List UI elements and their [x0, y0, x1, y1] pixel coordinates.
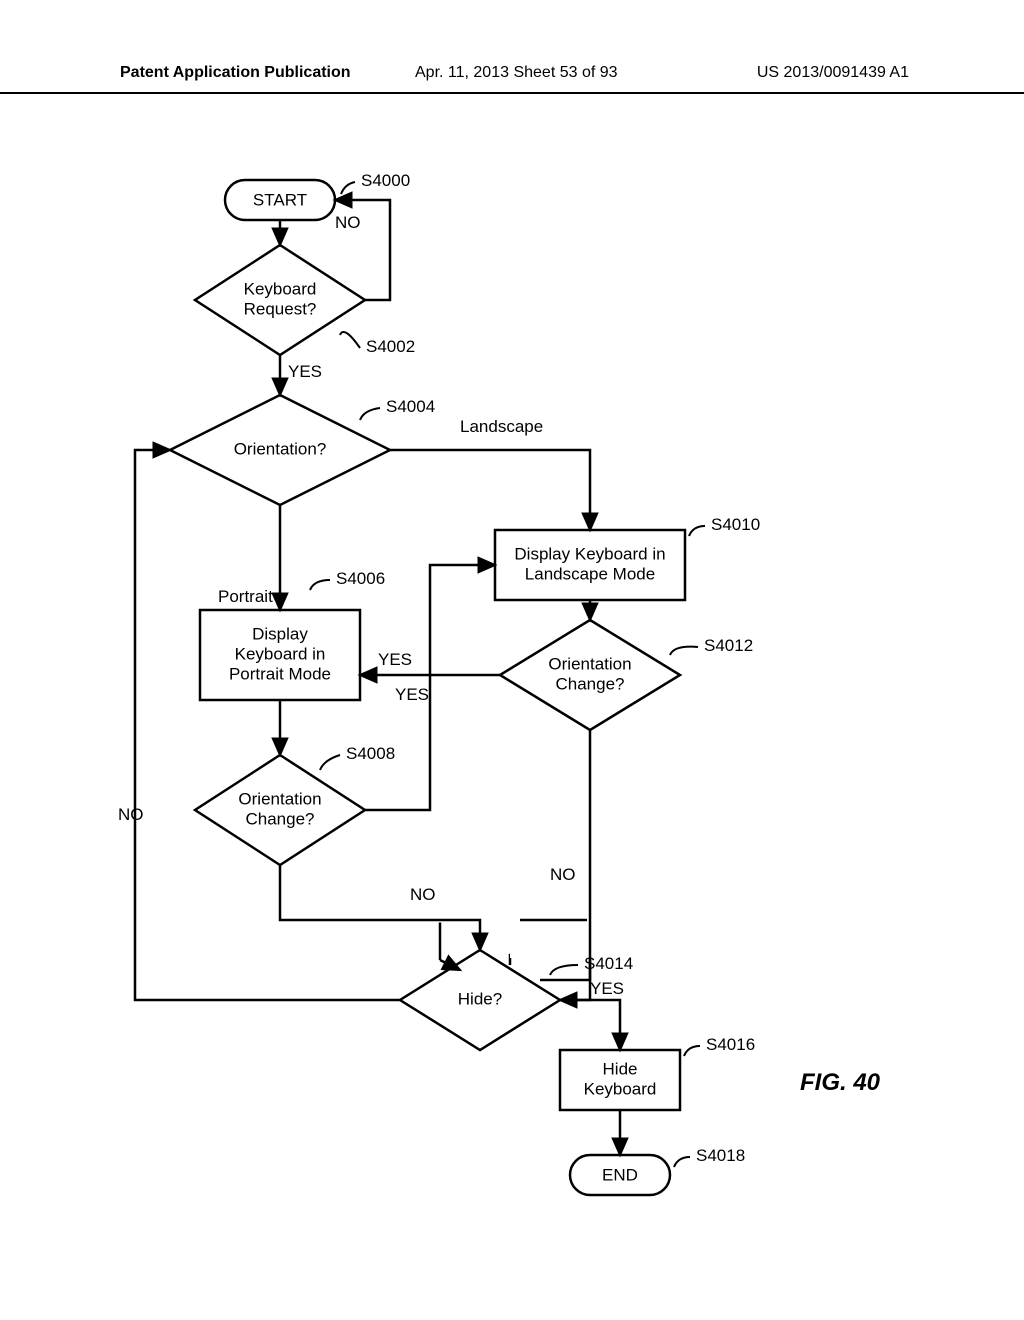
svg-text:Display: Display: [252, 624, 308, 643]
svg-text:Hide?: Hide?: [458, 989, 502, 1008]
svg-text:YES: YES: [395, 685, 429, 704]
svg-text:Landscape: Landscape: [460, 417, 543, 436]
svg-text:NO: NO: [118, 805, 144, 824]
svg-text:S4002: S4002: [366, 337, 415, 356]
svg-text:S4004: S4004: [386, 397, 435, 416]
header-publication: Patent Application Publication: [120, 64, 351, 82]
svg-text:YES: YES: [378, 650, 412, 669]
svg-text:Display Keyboard in: Display Keyboard in: [514, 544, 665, 563]
svg-text:NO: NO: [335, 213, 361, 232]
svg-text:Keyboard in: Keyboard in: [235, 644, 326, 663]
svg-text:FIG. 40: FIG. 40: [800, 1069, 881, 1096]
svg-text:S4014: S4014: [584, 954, 633, 973]
svg-text:NO: NO: [550, 865, 576, 884]
svg-text:Request?: Request?: [244, 299, 317, 318]
svg-text:Change?: Change?: [555, 674, 624, 693]
flowchart-diagram: NO YES Landscape Portrait YES YES NO NO NO YES STA…: [0, 100, 1024, 1300]
svg-text:Orientation: Orientation: [238, 789, 321, 808]
svg-text:Hide: Hide: [603, 1059, 638, 1078]
svg-text:Keyboard: Keyboard: [584, 1079, 657, 1098]
svg-text:S4010: S4010: [711, 515, 760, 534]
svg-text:S4000: S4000: [361, 171, 410, 190]
svg-text:NO: NO: [410, 885, 436, 904]
svg-text:S4018: S4018: [696, 1146, 745, 1165]
svg-text:Orientation?: Orientation?: [234, 439, 327, 458]
header-patent-number: US 2013/0091439 A1: [757, 64, 909, 82]
svg-text:Portrait: Portrait: [218, 587, 273, 606]
svg-text:Portrait Mode: Portrait Mode: [229, 664, 331, 683]
svg-text:YES: YES: [590, 979, 624, 998]
svg-text:S4006: S4006: [336, 569, 385, 588]
svg-text:Keyboard: Keyboard: [244, 279, 317, 298]
svg-text:S4012: S4012: [704, 636, 753, 655]
header-date-sheet: Apr. 11, 2013 Sheet 53 of 93: [415, 64, 618, 82]
svg-text:YES: YES: [288, 362, 322, 381]
svg-text:S4008: S4008: [346, 744, 395, 763]
page-header: Patent Application Publication Apr. 11, …: [0, 62, 1024, 94]
svg-text:START: START: [253, 190, 307, 209]
svg-text:Landscape Mode: Landscape Mode: [525, 564, 655, 583]
svg-text:END: END: [602, 1165, 638, 1184]
svg-text:S4016: S4016: [706, 1035, 755, 1054]
svg-text:Change?: Change?: [245, 809, 314, 828]
svg-text:Orientation: Orientation: [548, 654, 631, 673]
